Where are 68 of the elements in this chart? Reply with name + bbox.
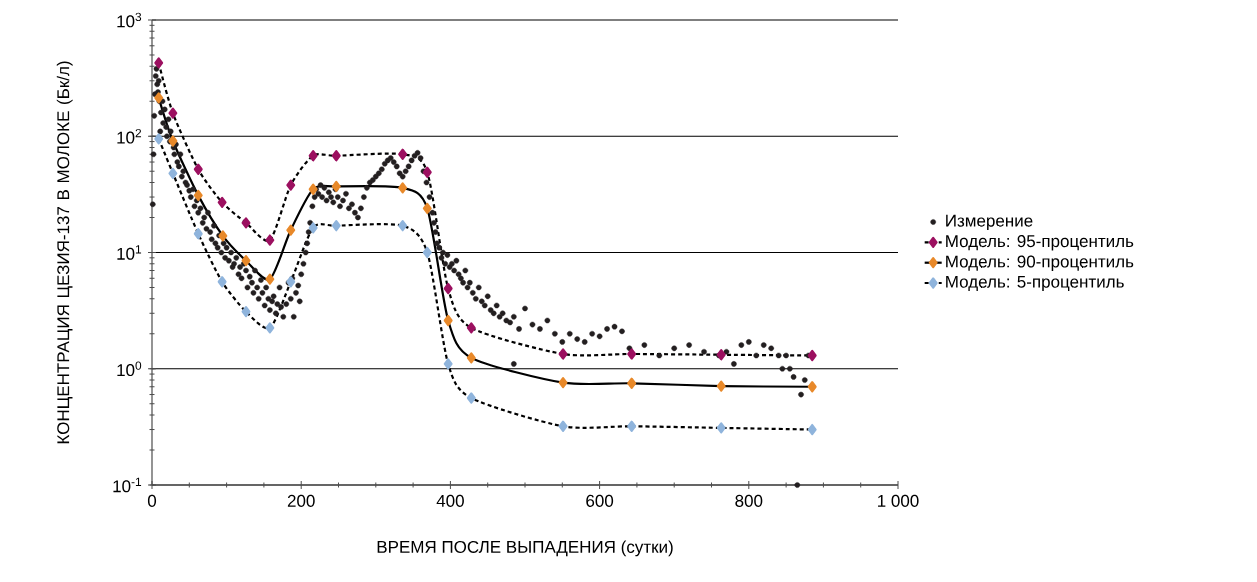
point (241, 255, 251, 267)
point (265, 234, 275, 246)
point (265, 322, 275, 334)
x-tick-label: 400 (436, 494, 464, 507)
point (217, 196, 227, 208)
point (716, 380, 726, 392)
point (398, 182, 408, 194)
point (807, 349, 817, 362)
point (193, 228, 203, 240)
point (331, 220, 341, 232)
point (422, 166, 432, 178)
point (466, 352, 476, 364)
x-tick-label: 0 (147, 494, 157, 507)
point (627, 377, 637, 389)
x-tick-label: 800 (735, 494, 763, 507)
y-tick-label: 10$^{2}$ (117, 128, 142, 144)
point (193, 189, 203, 201)
point (241, 217, 251, 229)
y-tick-label: 10$^{1}$ (117, 245, 142, 260)
point (466, 322, 476, 334)
point (807, 381, 817, 393)
point (168, 167, 178, 179)
point (422, 202, 432, 214)
point (168, 107, 178, 119)
x-tick-label: 1 000 (878, 494, 919, 507)
point (331, 180, 341, 193)
y-axis-title: КОНЦЕНТРАЦИЯ ЦЕЗИЯ-137 В МОЛОКЕ (Бк/л) (56, 61, 73, 444)
point (716, 349, 726, 361)
legend-label: Модель: 90-процентиль (946, 255, 1134, 271)
point (286, 179, 296, 191)
point (466, 392, 476, 404)
point (443, 358, 453, 370)
point (241, 306, 251, 318)
point (627, 420, 637, 432)
x-axis-title: ВРЕМЯ ПОСЛЕ ВЫПАДЕНИЯ (сутки) (377, 540, 673, 557)
y-tick-label: 10$^{0}$ (117, 361, 142, 377)
point (154, 133, 164, 145)
y-tick-label: 10$^{3}$ (117, 12, 142, 28)
legend-label: Модель: 95-процентиль (946, 235, 1134, 251)
point (422, 246, 432, 259)
point (154, 57, 164, 69)
x-tick-label: 600 (586, 494, 614, 507)
point (398, 148, 408, 160)
point (308, 222, 318, 234)
legend-label: Измерение (946, 214, 1033, 231)
point (716, 422, 726, 434)
point (154, 92, 164, 104)
x-tick-label: 200 (287, 494, 315, 507)
point (217, 276, 227, 288)
point (627, 348, 637, 360)
point (331, 150, 341, 162)
point (398, 220, 408, 232)
point (286, 276, 296, 288)
y-tick-label: 10$^{-1}$ (113, 477, 142, 493)
point (168, 135, 178, 147)
point (443, 314, 453, 327)
point (308, 150, 318, 162)
point (558, 348, 568, 360)
point (558, 420, 568, 432)
point (193, 163, 203, 175)
point (218, 230, 228, 242)
legend-label: Модель: 5-процентиль (946, 275, 1124, 292)
point (308, 183, 318, 195)
point (558, 377, 568, 389)
point (286, 224, 296, 236)
point (807, 423, 817, 436)
point (265, 273, 275, 285)
point (443, 282, 453, 295)
